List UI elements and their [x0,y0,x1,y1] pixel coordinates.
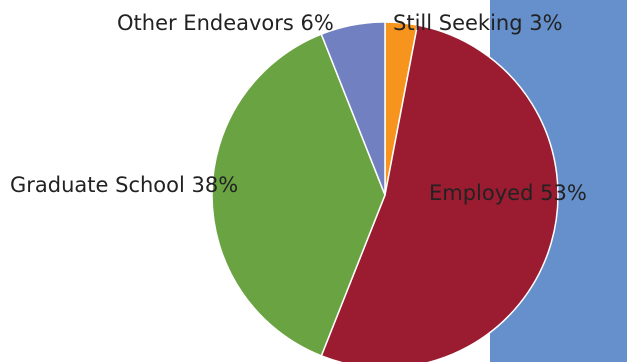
slice-employed [320,24,559,362]
label-other-endeavors: Other Endeavors 6% [117,11,334,35]
label-still-seeking: Still Seeking 3% [393,11,563,35]
label-employed: Employed 53% [429,181,587,205]
pie-slices [211,21,559,362]
slice-graduate-school [211,33,386,357]
pie-labels: Still Seeking 3% Employed 53% Graduate S… [10,11,587,205]
slice-other-endeavors [320,21,386,196]
label-graduate-school: Graduate School 38% [10,173,238,197]
